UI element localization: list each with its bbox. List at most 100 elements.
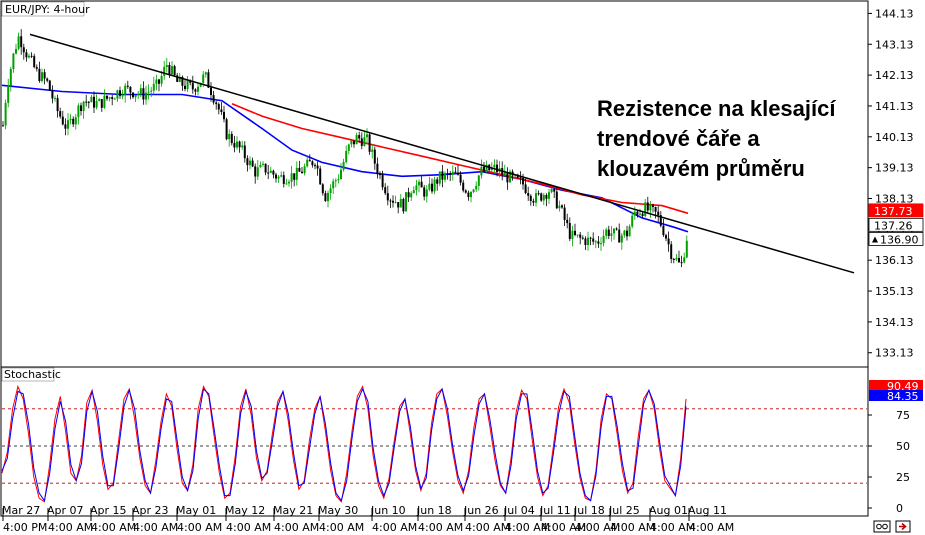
candle-body	[69, 118, 72, 121]
candle-body	[277, 176, 280, 179]
candle-body	[113, 98, 116, 100]
candle-body	[20, 36, 23, 48]
candle-body	[358, 135, 361, 139]
candle-body	[158, 79, 160, 84]
candle-body	[197, 86, 199, 92]
candle-body	[386, 193, 389, 201]
candle-body	[415, 185, 418, 191]
candle-body	[485, 164, 488, 171]
candle-body	[477, 175, 480, 186]
candle-body	[342, 162, 345, 170]
candle-body	[64, 124, 67, 129]
candle-body	[654, 207, 657, 212]
time-tick-label: 4:00 AM	[319, 521, 364, 534]
candle-body	[345, 150, 348, 163]
scroll-toggle-icon-left	[876, 523, 882, 530]
candle-body	[129, 86, 132, 93]
candle-body	[25, 52, 28, 58]
candle-body	[306, 159, 309, 167]
candle-body	[347, 144, 350, 151]
candle-body	[402, 199, 405, 212]
candle-body	[680, 262, 683, 264]
candle-body	[9, 68, 12, 86]
candle-body	[181, 76, 184, 86]
candle-body	[95, 101, 98, 108]
candle-body	[571, 230, 574, 239]
candle-body	[145, 92, 147, 100]
time-tick-label: 4:00 AM	[541, 521, 586, 534]
candle-body	[555, 191, 558, 209]
candle-body	[186, 80, 189, 89]
candle-body	[132, 92, 134, 98]
candle-body	[139, 88, 142, 94]
candle-body	[295, 167, 298, 180]
candle-body	[228, 134, 231, 140]
candle-body	[319, 168, 322, 185]
scroll-toggle-icon[interactable]	[873, 520, 891, 533]
candle-body	[7, 85, 10, 103]
candle-body	[425, 189, 428, 197]
price-label-marker-icon	[872, 236, 878, 243]
time-tick-label: 4:00 AM	[575, 521, 620, 534]
candle-body	[262, 163, 264, 165]
candle-body	[519, 177, 522, 179]
stochastic-label-box	[869, 390, 923, 401]
candle-body	[613, 228, 615, 234]
time-tick-label: 4:00 AM	[610, 521, 655, 534]
price-label-box	[868, 217, 924, 232]
candle-body	[597, 241, 600, 244]
candle-body	[628, 226, 631, 237]
candle-body	[67, 120, 69, 129]
candle-body	[321, 184, 324, 194]
candle-body	[4, 102, 7, 126]
candle-body	[459, 174, 462, 183]
candle-body	[509, 171, 511, 183]
candle-body	[301, 171, 303, 174]
candle-body	[397, 202, 400, 208]
candle-body	[194, 89, 197, 92]
candle-body	[496, 164, 498, 172]
candle-body	[178, 76, 181, 82]
candle-body	[282, 175, 285, 184]
candle-body	[85, 101, 88, 103]
date-tick-label: Jul 11	[539, 504, 571, 517]
candle-body	[38, 68, 41, 81]
stochastic-tick-label: 50	[896, 440, 910, 453]
candle-body	[594, 241, 597, 243]
time-tick-label: 4:00 AM	[465, 521, 510, 534]
candle-body	[418, 181, 420, 186]
date-tick-label: Jul 04	[503, 504, 535, 517]
candle-body	[581, 237, 584, 239]
candle-body	[566, 219, 569, 224]
time-tick-label: 4:00 AM	[48, 521, 93, 534]
candle-body	[121, 95, 124, 97]
candle-body	[600, 243, 602, 245]
candle-body	[470, 191, 472, 198]
candle-body	[90, 96, 93, 103]
candle-body	[327, 192, 329, 202]
candle-body	[662, 225, 665, 236]
candle-body	[189, 80, 192, 83]
candle-body	[384, 187, 387, 194]
candle-body	[259, 164, 262, 168]
candle-body	[332, 181, 335, 189]
candle-body	[550, 189, 553, 193]
candle-body	[587, 237, 589, 245]
candle-body	[285, 183, 288, 185]
candle-body	[243, 145, 246, 159]
time-axis-ticks: Mar 27 Apr 07 Apr 15 Apr 23 May 01 May 12 May …	[2, 504, 734, 534]
candle-body	[649, 204, 652, 211]
candle-body	[46, 78, 49, 81]
date-tick-label: Jun 26	[463, 504, 499, 517]
candle-body	[410, 193, 413, 198]
candle-body	[56, 98, 59, 112]
price-label-box	[868, 232, 924, 246]
candle-body	[574, 230, 576, 235]
date-tick-label: Aug 11	[688, 504, 727, 517]
price-tick-label: 135.13	[875, 285, 914, 298]
price-label-text: 137.26	[874, 219, 913, 232]
candle-body	[108, 97, 111, 99]
stochastic-tick-label: 75	[896, 409, 910, 422]
price-chart-title: EUR/JPY: 4-hour	[5, 3, 90, 16]
